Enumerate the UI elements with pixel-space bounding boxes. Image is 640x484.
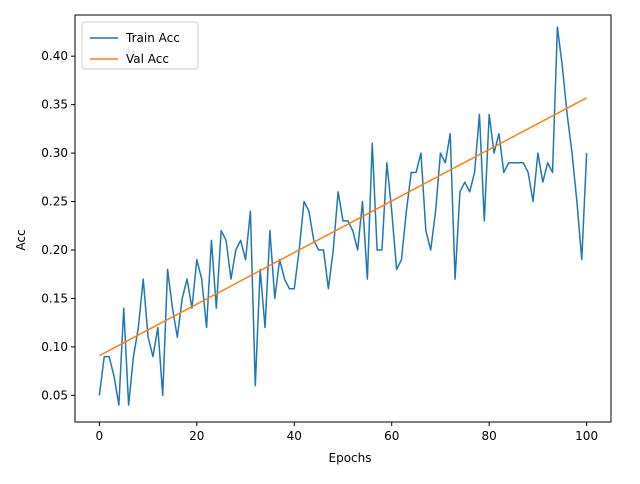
y-tick-label: 0.40	[41, 49, 68, 63]
legend-label-val-acc: Val Acc	[126, 52, 169, 66]
y-tick-label: 0.20	[41, 243, 68, 257]
legend-box	[81, 21, 199, 70]
legend-label-train-acc: Train Acc	[125, 31, 180, 45]
series-line-val-acc	[99, 97, 587, 357]
y-tick-label: 0.15	[41, 291, 68, 305]
x-tick-label: 0	[96, 429, 104, 443]
y-tick-label: 0.10	[41, 340, 68, 354]
axes: 0 20 40 60 80 100 0.05 0.10 0.15 0.20 0.25 0.30 0.35…	[41, 14, 612, 443]
y-tick-label: 0.25	[41, 195, 68, 209]
y-tick-label: 0.05	[41, 388, 68, 402]
y-axis-label: Acc	[14, 229, 28, 250]
x-tick-label: 100	[575, 429, 598, 443]
x-tick-label: 60	[384, 429, 399, 443]
axes-frame	[74, 14, 612, 423]
x-tick-label: 80	[482, 429, 497, 443]
legend: Train Acc Val Acc	[81, 21, 199, 70]
x-axis-label: Epochs	[329, 451, 372, 465]
y-tick-label: 0.35	[41, 98, 68, 112]
y-tick-label: 0.30	[41, 146, 68, 160]
plot-area	[98, 26, 588, 406]
x-tick-label: 40	[287, 429, 302, 443]
x-tick-label: 20	[189, 429, 204, 443]
series-line-train-acc	[98, 26, 588, 406]
